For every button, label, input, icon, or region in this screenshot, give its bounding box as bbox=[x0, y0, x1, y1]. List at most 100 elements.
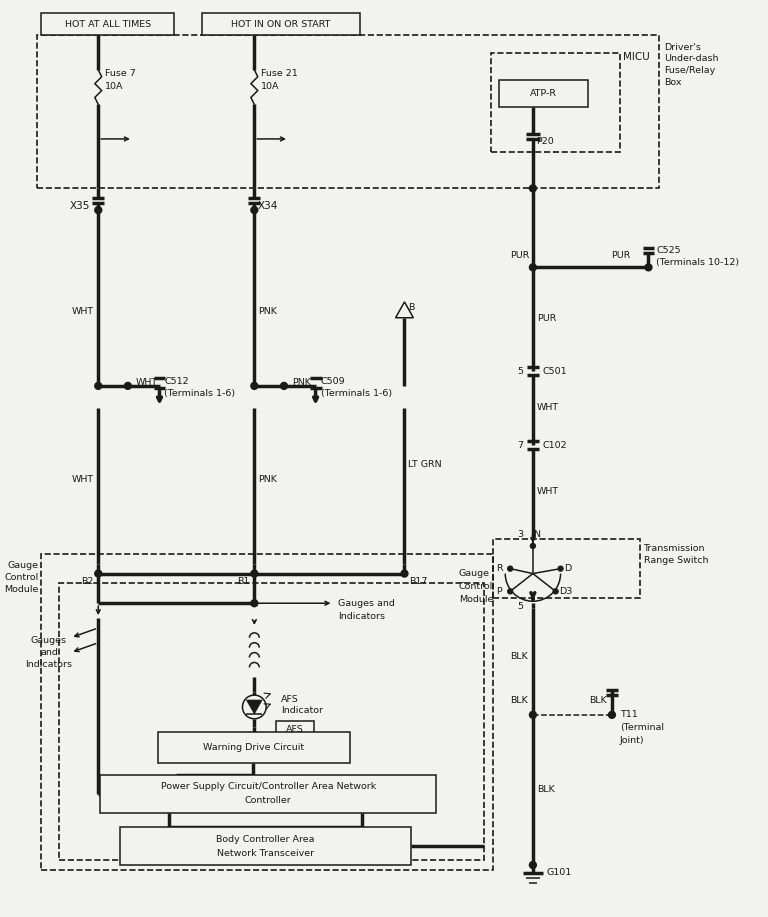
Text: Joint): Joint) bbox=[620, 736, 644, 745]
Text: LT GRN: LT GRN bbox=[409, 460, 442, 470]
Bar bbox=[120, 827, 412, 865]
Text: B2: B2 bbox=[81, 577, 94, 586]
Bar bbox=[499, 80, 588, 107]
Text: PUR: PUR bbox=[537, 315, 556, 323]
Text: B: B bbox=[409, 304, 415, 313]
Text: Fuse 7: Fuse 7 bbox=[105, 70, 136, 78]
Text: AFS: AFS bbox=[281, 694, 299, 703]
Text: (Terminals 1-6): (Terminals 1-6) bbox=[320, 390, 392, 398]
Circle shape bbox=[608, 712, 615, 718]
Bar bbox=[58, 583, 484, 860]
Text: (Terminal: (Terminal bbox=[620, 724, 664, 732]
Text: X34: X34 bbox=[257, 201, 278, 211]
Text: 7: 7 bbox=[517, 441, 523, 449]
Text: PNK: PNK bbox=[258, 307, 277, 316]
Circle shape bbox=[553, 589, 558, 594]
Text: 3: 3 bbox=[517, 530, 523, 538]
Text: N: N bbox=[533, 530, 541, 538]
Circle shape bbox=[124, 382, 131, 390]
Text: Fuse 21: Fuse 21 bbox=[261, 70, 298, 78]
Circle shape bbox=[401, 570, 408, 577]
Text: C525: C525 bbox=[657, 246, 681, 255]
Text: C102: C102 bbox=[543, 441, 568, 449]
Text: MICU: MICU bbox=[623, 52, 650, 62]
Circle shape bbox=[251, 206, 258, 214]
Text: Range Switch: Range Switch bbox=[644, 557, 708, 565]
Text: BLK: BLK bbox=[510, 652, 528, 661]
Text: Under-dash: Under-dash bbox=[664, 54, 719, 63]
Bar bbox=[37, 35, 660, 188]
Bar bbox=[493, 539, 640, 598]
Text: P: P bbox=[497, 587, 502, 596]
Text: (Terminals 10-12): (Terminals 10-12) bbox=[657, 258, 740, 267]
Text: Transmission: Transmission bbox=[644, 545, 705, 553]
Circle shape bbox=[558, 566, 563, 571]
Bar bbox=[202, 14, 360, 35]
Circle shape bbox=[529, 862, 536, 868]
Text: Indicators: Indicators bbox=[25, 660, 72, 669]
Text: PUR: PUR bbox=[511, 251, 530, 260]
Circle shape bbox=[508, 566, 513, 571]
Text: C509: C509 bbox=[320, 378, 345, 386]
Text: PNK: PNK bbox=[258, 475, 277, 484]
Circle shape bbox=[94, 206, 101, 214]
Text: Indicators: Indicators bbox=[338, 612, 386, 621]
Text: Warning Drive Circuit: Warning Drive Circuit bbox=[203, 743, 304, 752]
Text: Module: Module bbox=[5, 585, 39, 594]
Text: 10A: 10A bbox=[105, 83, 124, 91]
Text: C512: C512 bbox=[164, 378, 189, 386]
Text: D: D bbox=[564, 564, 571, 573]
Text: Network Transceiver: Network Transceiver bbox=[217, 848, 314, 857]
Circle shape bbox=[529, 185, 536, 192]
Text: BLK: BLK bbox=[589, 695, 607, 704]
Text: Body Controller Area: Body Controller Area bbox=[216, 834, 314, 844]
Text: D3: D3 bbox=[560, 587, 573, 596]
Circle shape bbox=[645, 264, 652, 271]
Text: Control: Control bbox=[5, 573, 39, 582]
Text: Box: Box bbox=[664, 78, 682, 87]
Circle shape bbox=[531, 544, 535, 548]
Text: Power Supply Circuit/Controller Area Network: Power Supply Circuit/Controller Area Net… bbox=[161, 782, 376, 791]
Circle shape bbox=[251, 600, 258, 607]
Bar bbox=[101, 775, 436, 812]
Circle shape bbox=[529, 712, 536, 718]
Text: Driver's: Driver's bbox=[664, 42, 701, 51]
Text: WHT: WHT bbox=[537, 403, 559, 412]
Text: WHT: WHT bbox=[136, 379, 158, 387]
Text: R: R bbox=[495, 564, 502, 573]
Text: Gauges: Gauges bbox=[31, 636, 67, 646]
Bar bbox=[492, 53, 620, 152]
Text: WHT: WHT bbox=[537, 487, 559, 496]
Circle shape bbox=[508, 589, 513, 594]
Text: AFS: AFS bbox=[286, 725, 303, 735]
Text: BLK: BLK bbox=[510, 695, 528, 704]
Text: (Terminals 1-6): (Terminals 1-6) bbox=[164, 390, 236, 398]
Text: ATP-R: ATP-R bbox=[530, 89, 558, 98]
Text: T11: T11 bbox=[620, 711, 637, 719]
Circle shape bbox=[94, 382, 101, 390]
Circle shape bbox=[529, 264, 536, 271]
Bar bbox=[276, 721, 313, 738]
Bar bbox=[41, 554, 493, 870]
Bar bbox=[41, 14, 174, 35]
Text: 5: 5 bbox=[517, 367, 523, 376]
Text: 10A: 10A bbox=[261, 83, 280, 91]
Text: B17: B17 bbox=[409, 577, 428, 586]
Circle shape bbox=[251, 382, 258, 390]
Bar bbox=[157, 732, 350, 763]
Text: Fuse/Relay: Fuse/Relay bbox=[664, 66, 716, 75]
Circle shape bbox=[280, 382, 287, 390]
Text: C501: C501 bbox=[543, 367, 568, 376]
Text: G101: G101 bbox=[547, 868, 572, 878]
Text: P20: P20 bbox=[536, 138, 554, 147]
Text: B1: B1 bbox=[237, 577, 250, 586]
Text: 5: 5 bbox=[517, 602, 523, 611]
Text: X35: X35 bbox=[70, 201, 91, 211]
Text: Gauge: Gauge bbox=[8, 561, 39, 570]
Text: WHT: WHT bbox=[71, 475, 94, 484]
Text: Indicator: Indicator bbox=[281, 706, 323, 715]
Text: WHT: WHT bbox=[71, 307, 94, 316]
Text: PUR: PUR bbox=[611, 251, 631, 260]
Text: Gauges and: Gauges and bbox=[338, 599, 396, 608]
Text: Module: Module bbox=[458, 595, 493, 603]
